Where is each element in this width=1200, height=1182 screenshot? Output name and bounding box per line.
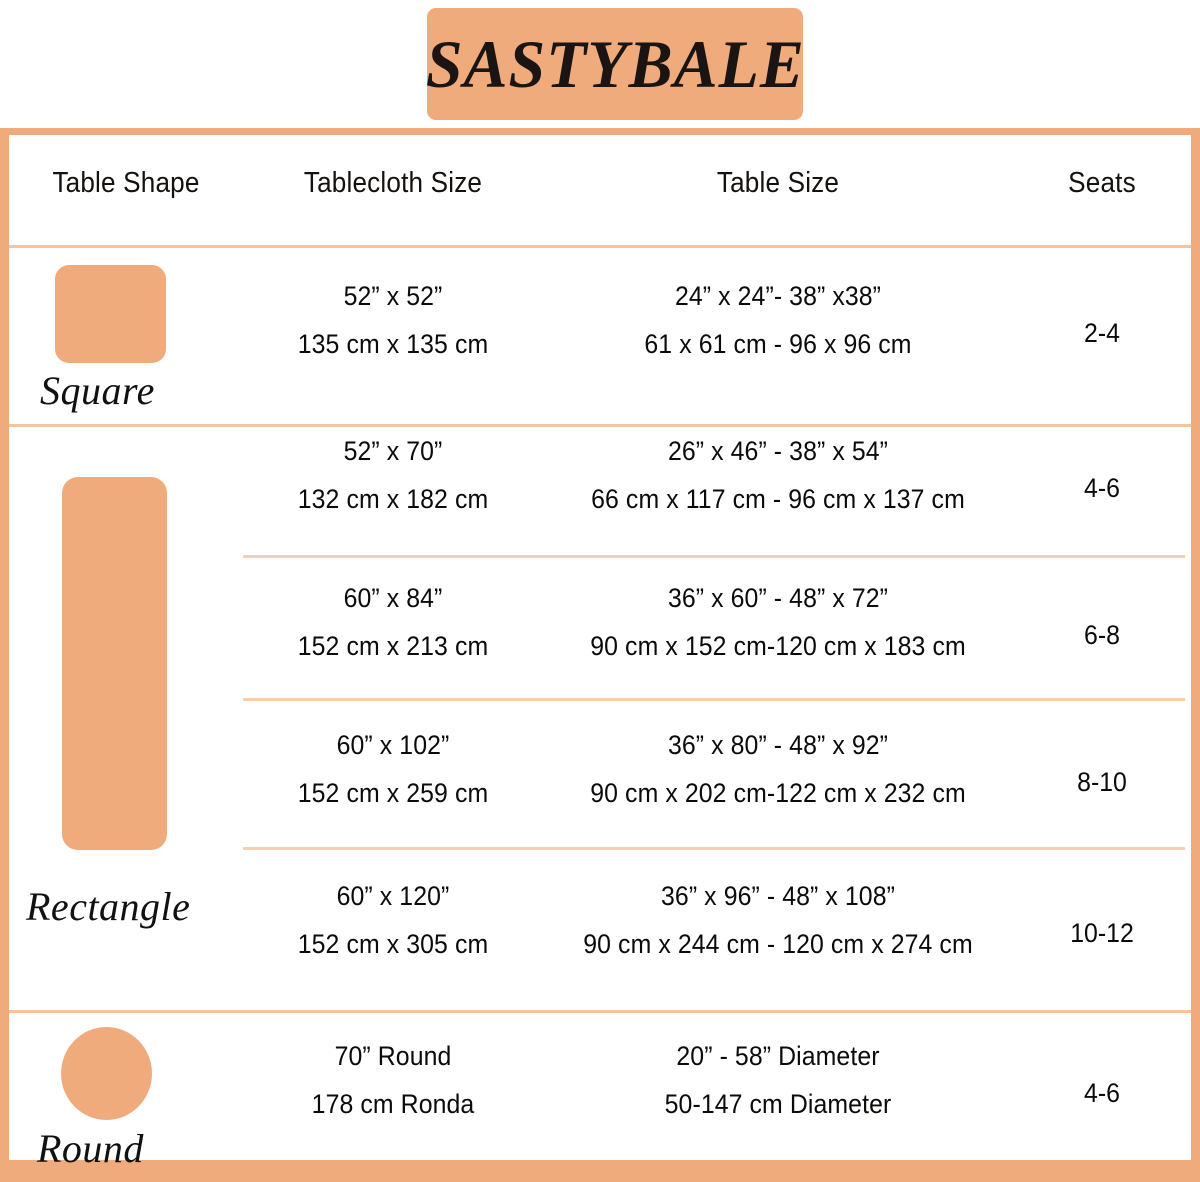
tablecloth-size-inches: 52” x 52” [343, 281, 443, 311]
rectangle-swatch [62, 477, 167, 850]
table-size-inches: 24” x 24”- 38” x38” [674, 281, 882, 311]
seats-value: 8-10 [1077, 767, 1127, 797]
tablecloth-size-cm: 152 cm x 259 cm [297, 777, 489, 808]
tablecloth-size-inches: 60” x 102” [336, 730, 450, 760]
seats-value: 6-8 [1084, 620, 1120, 650]
table-row: 36” x 80” - 48” x 92” 90 cm x 202 cm-122… [562, 730, 994, 808]
table-row: 52” x 52” 135 cm x 135 cm [255, 281, 531, 359]
table-row: 26” x 46” - 38” x 54” 66 cm x 117 cm - 9… [562, 436, 994, 514]
seats-value: 4-6 [1084, 473, 1120, 503]
table-size-inches: 20” - 58” Diameter [676, 1041, 880, 1071]
column-header-seats: Seats [1068, 167, 1136, 199]
table-size-inches: 36” x 60” - 48” x 72” [667, 583, 889, 613]
shape-label-rectangle: Rectangle [26, 884, 191, 929]
seats-value: 10-12 [1070, 918, 1134, 948]
tablecloth-size-cm: 178 cm Ronda [311, 1088, 475, 1119]
tablecloth-size-cm: 152 cm x 305 cm [297, 928, 489, 959]
table-size-inches: 36” x 80” - 48” x 92” [667, 730, 889, 760]
table-size-cm: 66 cm x 117 cm - 96 cm x 137 cm [591, 483, 965, 514]
table-row: 24” x 24”- 38” x38” 61 x 61 cm - 96 x 96… [562, 281, 994, 359]
size-table: Table Shape Tablecloth Size Table Size S… [0, 128, 1200, 1182]
row-divider-rectangle [9, 1010, 1191, 1013]
column-header-table-shape: Table Shape [52, 167, 200, 199]
table-row: 60” x 102” 152 cm x 259 cm [255, 730, 531, 808]
shape-label-round: Round [37, 1126, 144, 1171]
table-size-inches: 36” x 96” - 48” x 108” [661, 881, 895, 911]
table-row: 36” x 60” - 48” x 72” 90 cm x 152 cm-120… [562, 583, 994, 661]
table-row: 60” x 120” 152 cm x 305 cm [255, 881, 531, 959]
table-header-row: Table Shape Tablecloth Size Table Size S… [9, 135, 1191, 245]
table-size-cm: 50-147 cm Diameter [664, 1088, 892, 1119]
tablecloth-size-inches: 60” x 120” [336, 881, 450, 911]
brand-name: SASTYBALE [425, 26, 805, 102]
header-divider [9, 245, 1191, 248]
row-divider-square [9, 424, 1191, 427]
subrow-divider-2 [243, 698, 1185, 701]
table-grid: Table Shape Tablecloth Size Table Size S… [9, 135, 1191, 1171]
seats-value: 2-4 [1084, 318, 1120, 348]
tablecloth-size-inches: 60” x 84” [343, 583, 443, 613]
column-header-table-size: Table Size [716, 167, 840, 199]
table-size-cm: 61 x 61 cm - 96 x 96 cm [644, 328, 912, 359]
table-size-cm: 90 cm x 244 cm - 120 cm x 274 cm [583, 928, 973, 959]
circle-swatch [61, 1027, 152, 1120]
table-size-cm: 90 cm x 202 cm-122 cm x 232 cm [590, 777, 966, 808]
tablecloth-size-inches: 52” x 70” [343, 436, 443, 466]
table-row: 60” x 84” 152 cm x 213 cm [255, 583, 531, 661]
column-header-tablecloth-size: Tablecloth Size [303, 167, 483, 199]
table-row: 20” - 58” Diameter 50-147 cm Diameter [562, 1041, 994, 1119]
square-swatch [55, 265, 166, 363]
subrow-divider-3 [243, 847, 1185, 850]
brand-banner: SASTYBALE [425, 8, 805, 120]
table-size-cm: 90 cm x 152 cm-120 cm x 183 cm [590, 630, 966, 661]
tablecloth-size-cm: 152 cm x 213 cm [297, 630, 489, 661]
table-row: 70” Round 178 cm Ronda [255, 1041, 531, 1119]
shape-label-square: Square [40, 368, 155, 413]
table-row: 52” x 70” 132 cm x 182 cm [255, 436, 531, 514]
tablecloth-size-inches: 70” Round [334, 1041, 452, 1071]
seats-value: 4-6 [1084, 1078, 1120, 1108]
tablecloth-size-cm: 132 cm x 182 cm [297, 483, 489, 514]
table-row: 36” x 96” - 48” x 108” 90 cm x 244 cm - … [562, 881, 994, 959]
subrow-divider-1 [243, 555, 1185, 558]
table-size-inches: 26” x 46” - 38” x 54” [667, 436, 889, 466]
tablecloth-size-cm: 135 cm x 135 cm [297, 328, 489, 359]
